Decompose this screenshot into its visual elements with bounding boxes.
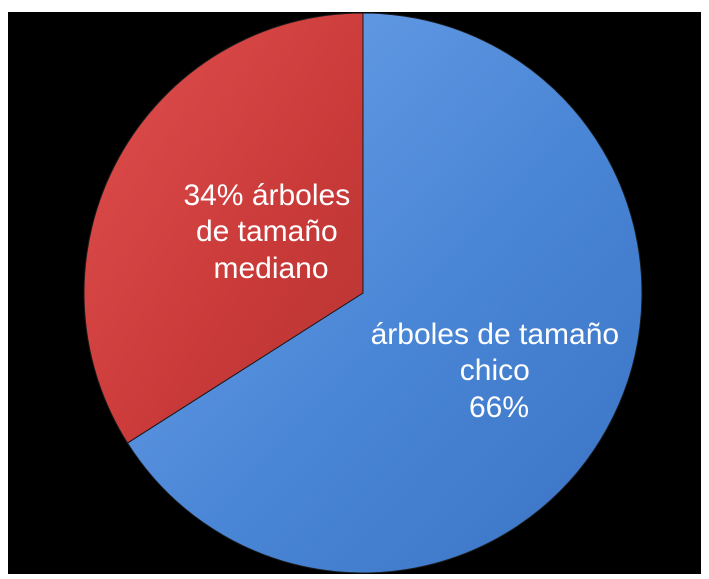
pie-chart: árboles de tamaño chico 66% 34% árboles … bbox=[83, 12, 643, 574]
slice-label-small-trees: árboles de tamaño chico 66% bbox=[371, 318, 628, 424]
slice-label-line: árboles de tamaño bbox=[371, 318, 620, 351]
pie-slice-medium-trees bbox=[83, 12, 364, 444]
slice-label-line: chico bbox=[460, 354, 530, 387]
slice-label-value: 34% árboles bbox=[183, 179, 350, 212]
chart-frame: árboles de tamaño chico 66% 34% árboles … bbox=[8, 12, 701, 574]
slice-label-value: 66% bbox=[469, 391, 529, 424]
slice-label-line: mediano bbox=[213, 252, 328, 285]
slice-label-medium-trees: 34% árboles de tamaño mediano bbox=[183, 179, 358, 285]
pie-slice-small-trees bbox=[126, 12, 643, 574]
slice-label-line: de tamaño bbox=[196, 215, 338, 248]
